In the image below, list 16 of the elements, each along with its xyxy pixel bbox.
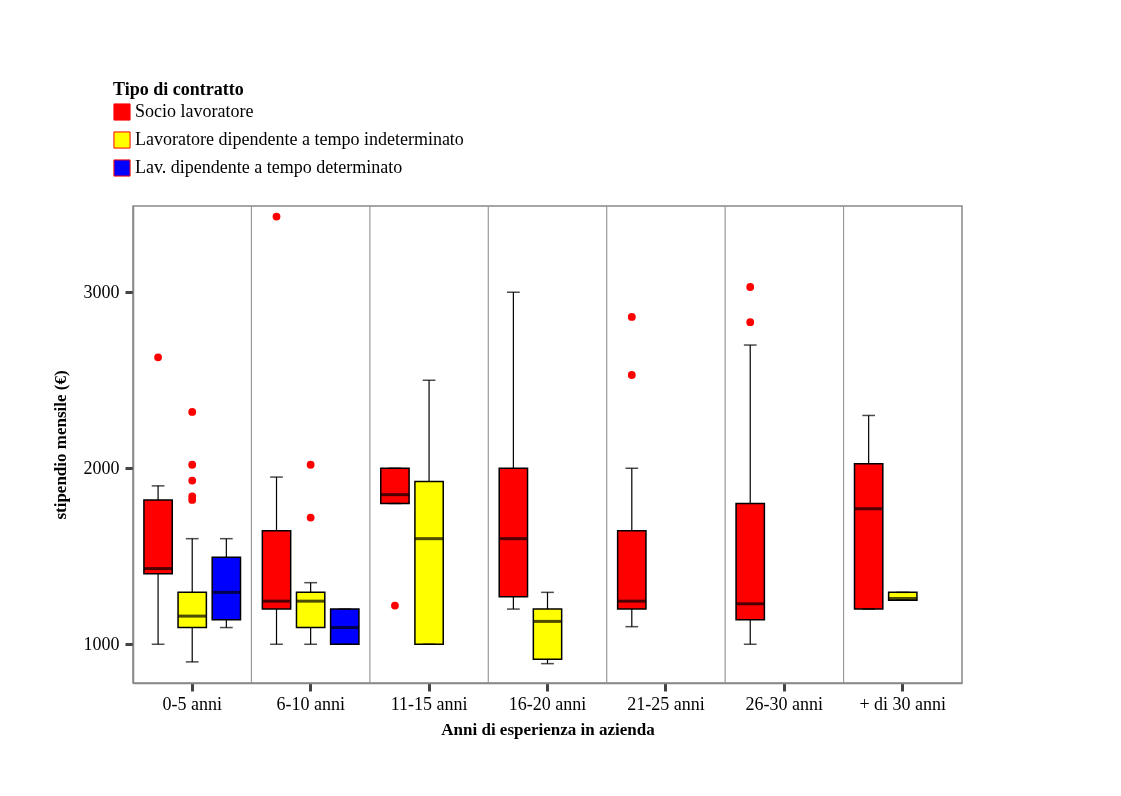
x-tick-label: 21-25 anni bbox=[627, 693, 705, 714]
x-tick-label: + di 30 anni bbox=[859, 693, 947, 714]
x-tick-label: 0-5 anni bbox=[162, 693, 222, 714]
y-tick-label: 1000 bbox=[83, 633, 120, 654]
y-tick-label: 2000 bbox=[83, 457, 120, 478]
legend-label: Lavoratore dipendente a tempo indeterminato bbox=[135, 129, 464, 149]
x-tick-label: 11-15 anni bbox=[390, 693, 468, 714]
y-axis-title: stipendio mensile (€) bbox=[50, 370, 70, 520]
x-axis-title: Anni di esperienza in azienda bbox=[441, 719, 656, 739]
x-tick-label: 6-10 anni bbox=[276, 693, 345, 714]
legend-title: Tipo di contratto bbox=[113, 79, 244, 99]
x-tick-label: 16-20 anni bbox=[508, 693, 587, 714]
x-tick-label: 26-30 anni bbox=[745, 693, 824, 714]
legend-label: Socio lavoratore bbox=[135, 101, 254, 121]
y-tick-label: 3000 bbox=[83, 281, 120, 302]
legend-label: Lav. dipendente a tempo determinato bbox=[135, 157, 403, 177]
